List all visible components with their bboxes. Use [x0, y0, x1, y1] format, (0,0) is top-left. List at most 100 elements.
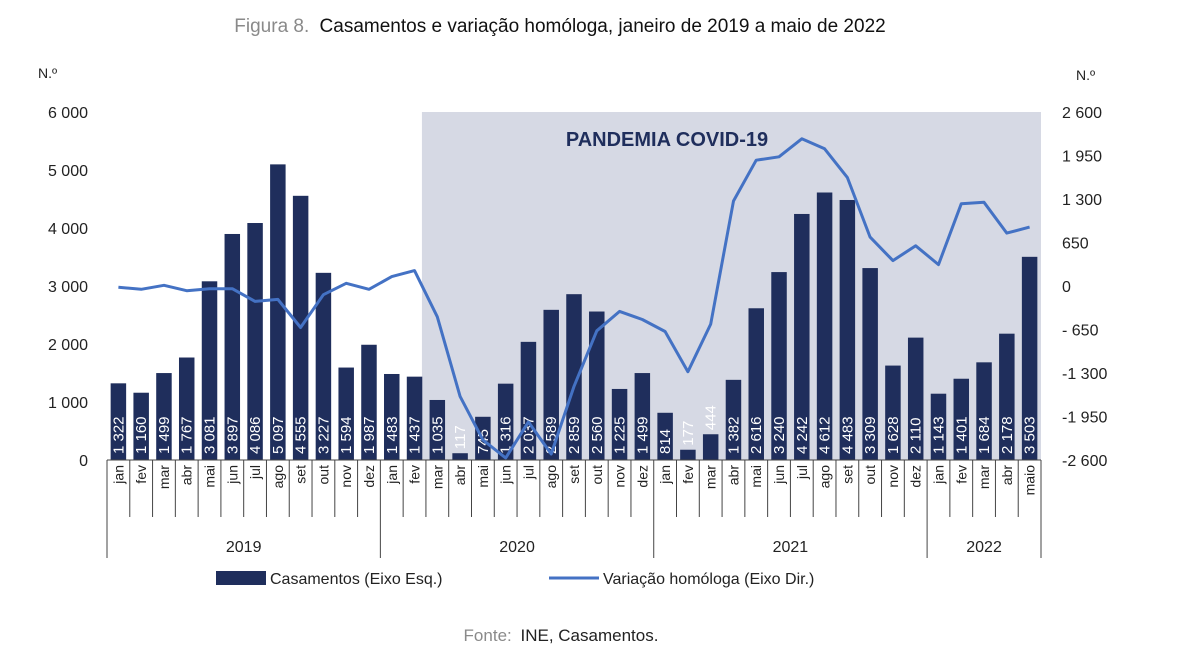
- bar-value-label: 4 242: [794, 416, 811, 454]
- month-label: mar: [976, 465, 992, 489]
- year-labels: 2019 2020 2021 2022: [226, 539, 1002, 556]
- month-label: jul: [247, 465, 263, 480]
- right-tick-label: - 650: [1062, 323, 1099, 340]
- month-label: abr: [999, 465, 1015, 486]
- month-label: mai: [202, 465, 218, 488]
- bar-value-label: 2 560: [589, 416, 606, 454]
- bar: [657, 412, 673, 460]
- bar: [338, 367, 354, 460]
- year-label: 2021: [773, 539, 809, 556]
- month-label: dez: [361, 465, 377, 488]
- month-label: ago: [817, 465, 833, 489]
- bar-value-label: 1 382: [725, 416, 742, 454]
- bar: [839, 199, 856, 460]
- bar: [725, 379, 742, 460]
- bar-value-label: 2 616: [748, 416, 765, 454]
- left-axis-ticks: 0 1 000 2 000 3 000 4 000 5 000 6 000: [48, 105, 88, 470]
- month-label: jul: [520, 465, 536, 480]
- bar: [429, 399, 446, 460]
- bar: [794, 213, 810, 460]
- right-tick-label: -1 300: [1062, 366, 1107, 383]
- month-label: maio: [1022, 465, 1038, 496]
- bar: [315, 272, 332, 460]
- bar: [702, 434, 719, 460]
- bar-value-label: 1 767: [179, 416, 196, 454]
- pandemic-annotation: PANDEMIA COVID-19: [566, 129, 768, 151]
- bar: [566, 294, 582, 460]
- bar-value-label: 1 684: [976, 416, 993, 454]
- variation-line: [118, 137, 1030, 460]
- year-label: 2019: [226, 539, 262, 556]
- month-label: jul: [794, 465, 810, 480]
- bar-value-label: 3 309: [862, 416, 879, 454]
- bar-value-label: 2 859: [566, 416, 583, 454]
- month-label: mai: [475, 465, 491, 488]
- bar: [270, 164, 286, 460]
- bar: [885, 365, 901, 460]
- bar: [589, 311, 605, 460]
- month-label: jan: [384, 465, 400, 485]
- bar: [1021, 256, 1038, 460]
- year-label: 2022: [966, 539, 1002, 556]
- bar-value-label: 1 143: [930, 416, 947, 454]
- bar-value-label: 117: [452, 425, 469, 449]
- month-label: out: [589, 465, 605, 485]
- month-label: set: [566, 465, 582, 484]
- left-tick-label: 4 000: [48, 221, 88, 238]
- bar: [930, 393, 947, 460]
- bar: [976, 362, 992, 460]
- bar: [862, 268, 878, 460]
- legend: Casamentos (Eixo Esq.) Variação homóloga…: [216, 571, 814, 588]
- month-label: abr: [179, 465, 195, 486]
- month-label: jan: [930, 465, 946, 485]
- month-labels: jan fev mar abr mai jun jul ago set out nov dez jan f…: [110, 465, 1037, 496]
- left-tick-label: 1 000: [48, 395, 88, 412]
- source-note: Fonte: INE, Casamentos.: [464, 626, 659, 645]
- bar: [543, 309, 559, 460]
- bar: [953, 378, 970, 460]
- right-tick-label: 2 600: [1062, 105, 1102, 122]
- axes: [106, 459, 1042, 558]
- bar: [178, 357, 195, 460]
- left-axis-unit: N.º: [38, 65, 57, 81]
- left-tick-label: 5 000: [48, 163, 88, 180]
- bar-value-label: 1 322: [110, 416, 127, 454]
- month-label: jun: [771, 465, 787, 485]
- bar-value-label: 2 110: [908, 418, 925, 454]
- bar-value-label: 1 499: [156, 416, 173, 454]
- month-label: jun: [224, 465, 240, 485]
- right-axis-unit: N.º: [1076, 67, 1095, 83]
- bar: [156, 373, 172, 460]
- left-tick-label: 3 000: [48, 279, 88, 296]
- month-label: set: [293, 465, 309, 484]
- month-label: jun: [498, 465, 514, 485]
- bar-value-label: 1 499: [634, 416, 651, 454]
- bar: [201, 281, 218, 460]
- bar: [497, 383, 514, 460]
- month-label: dez: [634, 465, 650, 488]
- source-prefix: Fonte:: [464, 626, 512, 645]
- bars-series: [110, 164, 1038, 460]
- bar-value-label: 1 483: [384, 416, 401, 454]
- month-label: out: [315, 465, 331, 485]
- month-label: jan: [657, 465, 673, 485]
- legend-bar-swatch: [216, 571, 266, 585]
- bar-value-label: 444: [703, 405, 720, 430]
- title-text: Casamentos e variação homóloga, janeiro …: [320, 16, 886, 37]
- legend-bar-label: Casamentos (Eixo Esq.): [270, 571, 443, 588]
- bar-value-label: 3 240: [771, 416, 788, 454]
- chart-title: Figura 8. Casamentos e variação homóloga…: [234, 16, 885, 37]
- bar-value-label: 1 437: [407, 416, 424, 454]
- bar: [384, 373, 400, 460]
- month-label: dez: [908, 465, 924, 488]
- title-prefix: Figura 8.: [234, 16, 309, 37]
- month-label: mar: [156, 465, 172, 489]
- bar-value-label: 814: [657, 429, 674, 454]
- right-tick-label: -1 950: [1062, 410, 1107, 427]
- right-tick-label: 1 950: [1062, 149, 1102, 166]
- month-label: jan: [110, 465, 126, 485]
- bar-value-label: 1 401: [953, 416, 970, 454]
- month-label: fev: [133, 465, 149, 484]
- bar-value-label: 2 178: [999, 416, 1016, 454]
- bar: [110, 383, 127, 460]
